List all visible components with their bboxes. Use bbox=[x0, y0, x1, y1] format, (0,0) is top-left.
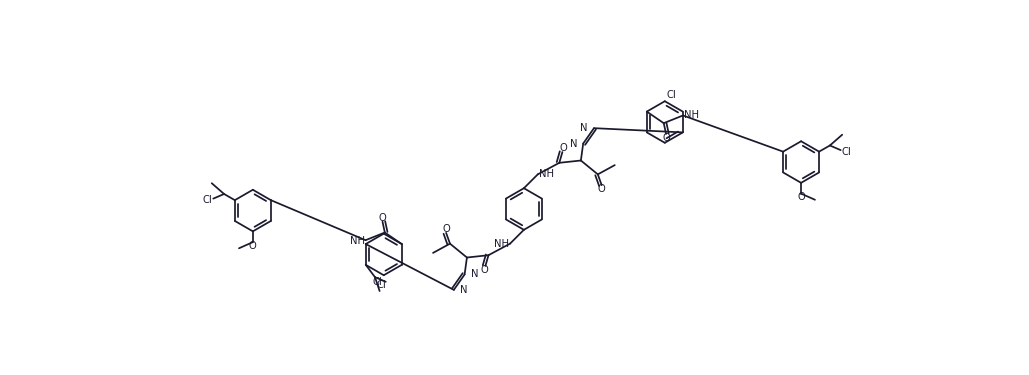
Text: O: O bbox=[560, 143, 567, 153]
Text: O: O bbox=[481, 265, 489, 275]
Text: NH: NH bbox=[538, 169, 554, 178]
Text: O: O bbox=[598, 184, 605, 194]
Text: N: N bbox=[460, 285, 467, 295]
Text: O: O bbox=[379, 213, 386, 223]
Text: Cl: Cl bbox=[372, 277, 382, 287]
Text: Cl: Cl bbox=[667, 90, 676, 100]
Text: N: N bbox=[470, 270, 478, 279]
Text: O: O bbox=[797, 192, 805, 202]
Text: Cl: Cl bbox=[377, 280, 386, 290]
Text: O: O bbox=[663, 133, 670, 143]
Text: O: O bbox=[442, 224, 450, 234]
Text: O: O bbox=[249, 241, 256, 251]
Text: NH: NH bbox=[494, 239, 509, 249]
Text: N: N bbox=[569, 138, 577, 148]
Text: NH: NH bbox=[683, 110, 699, 120]
Text: N: N bbox=[580, 123, 588, 133]
Text: Cl: Cl bbox=[203, 195, 213, 205]
Text: NH: NH bbox=[350, 236, 365, 246]
Text: Cl: Cl bbox=[842, 147, 851, 157]
